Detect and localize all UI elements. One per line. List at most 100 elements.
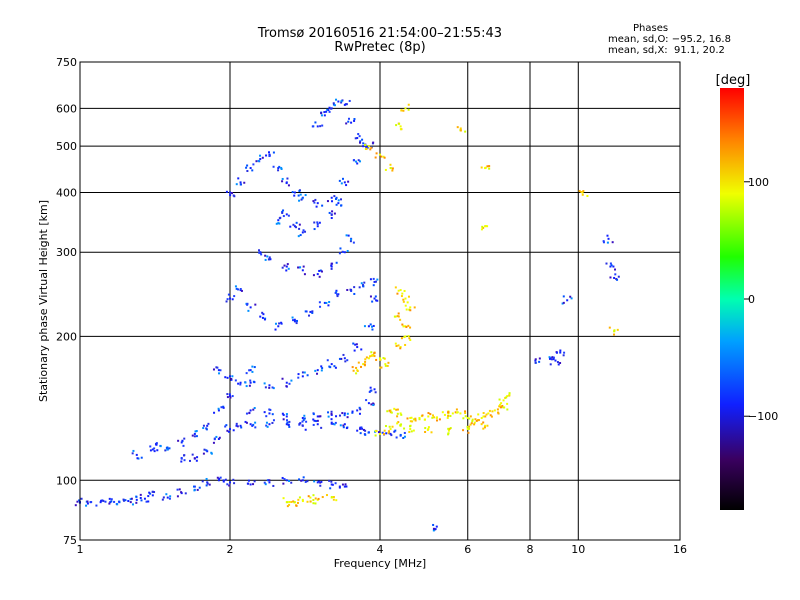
data-point <box>407 324 410 327</box>
data-point <box>468 417 471 420</box>
stats-o-mode: mean, sd,O: −95.2, 16.8 <box>608 34 731 45</box>
y-axis: 75 100 200 300 400 500 600 750 <box>56 56 77 547</box>
data-point <box>278 222 281 225</box>
data-point <box>364 360 367 363</box>
data-point <box>339 247 342 250</box>
data-point <box>333 423 336 426</box>
data-point <box>345 184 348 187</box>
data-point <box>176 495 179 498</box>
data-point <box>421 414 424 417</box>
data-point <box>240 426 243 429</box>
data-point <box>337 199 340 202</box>
data-point <box>388 430 391 433</box>
data-point <box>235 287 238 290</box>
data-point <box>196 488 199 491</box>
data-point <box>559 349 562 352</box>
stats-heading: Phases <box>633 23 669 34</box>
data-point <box>229 396 232 399</box>
data-point <box>367 357 370 360</box>
data-point <box>229 191 231 194</box>
data-point <box>268 479 271 482</box>
data-point <box>263 318 266 321</box>
data-point <box>216 366 219 369</box>
data-point <box>161 498 164 501</box>
colorbar <box>720 88 744 510</box>
data-point <box>263 382 266 385</box>
data-point <box>459 127 462 130</box>
data-point <box>259 154 262 157</box>
data-point <box>183 437 186 440</box>
data-point <box>166 496 169 499</box>
data-point <box>287 184 290 187</box>
data-point <box>330 412 333 415</box>
data-point <box>330 483 333 486</box>
data-point <box>165 493 168 496</box>
data-point <box>291 191 294 194</box>
data-point <box>427 415 430 418</box>
data-point <box>268 481 271 484</box>
data-point <box>404 304 407 307</box>
data-point <box>403 431 406 434</box>
data-point <box>234 379 237 382</box>
data-point <box>464 410 467 413</box>
data-point <box>613 333 616 336</box>
data-point <box>100 499 103 502</box>
data-point <box>290 379 293 382</box>
y-axis-label: Stationary phase Virtual Height [km] <box>37 200 50 402</box>
data-point <box>287 267 290 270</box>
data-point <box>400 337 403 340</box>
data-point <box>245 385 248 388</box>
data-point <box>353 118 356 121</box>
data-point <box>239 383 242 386</box>
data-point <box>169 495 172 498</box>
data-point <box>151 448 154 451</box>
data-point <box>180 491 183 494</box>
data-point <box>391 425 394 428</box>
data-point <box>396 292 399 295</box>
data-point <box>320 369 323 372</box>
data-point <box>562 301 565 304</box>
data-point <box>263 481 266 484</box>
data-point <box>305 420 308 423</box>
data-point <box>554 359 557 362</box>
data-point <box>287 214 290 217</box>
data-point <box>108 497 111 500</box>
data-point <box>364 358 367 361</box>
data-point <box>395 436 398 439</box>
data-point <box>508 392 511 395</box>
data-point <box>279 216 282 219</box>
data-point <box>302 229 305 232</box>
data-point <box>349 288 352 291</box>
colorbar-ticks: 100 0 −100 <box>744 176 778 423</box>
data-point <box>388 409 391 412</box>
data-point <box>247 309 250 312</box>
data-point <box>424 430 427 433</box>
data-point <box>292 223 295 226</box>
data-point <box>268 386 271 389</box>
data-point <box>286 263 289 266</box>
data-point <box>330 217 333 220</box>
data-point <box>224 478 227 481</box>
data-point <box>471 420 474 423</box>
data-point <box>205 449 208 452</box>
data-point <box>330 262 333 265</box>
data-point <box>409 326 412 329</box>
data-point <box>143 497 146 500</box>
data-point <box>326 359 329 362</box>
data-point <box>341 177 344 180</box>
data-point <box>231 395 234 398</box>
data-point <box>206 481 209 484</box>
data-point <box>259 158 262 161</box>
data-point <box>484 166 487 169</box>
x-axis: 1 2 4 6 8 10 16 <box>77 543 688 556</box>
data-point <box>312 423 315 426</box>
data-point <box>365 147 368 150</box>
data-point <box>455 411 458 414</box>
data-point <box>297 376 300 379</box>
plot-frame <box>79 61 681 541</box>
data-point <box>153 450 156 453</box>
data-point <box>201 480 204 483</box>
data-point <box>484 415 487 418</box>
data-point <box>333 104 336 107</box>
data-point <box>208 483 211 486</box>
